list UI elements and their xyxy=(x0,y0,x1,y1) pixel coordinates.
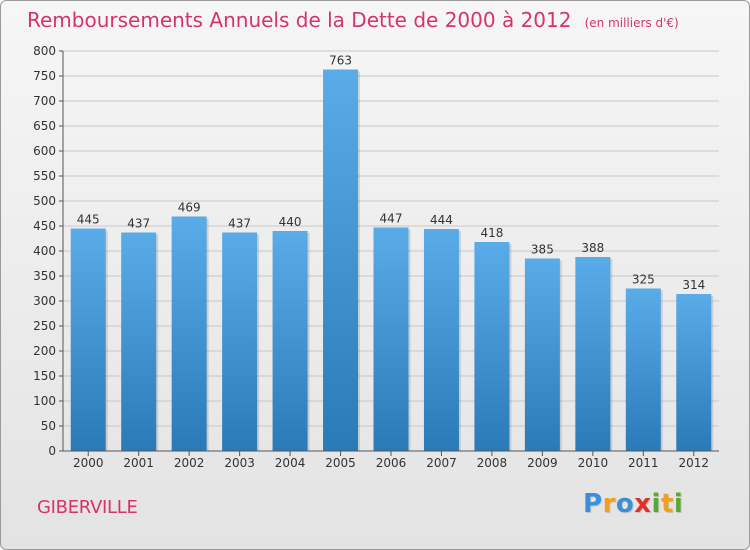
chart-subtitle: (en milliers d'€) xyxy=(584,16,679,30)
proxiti-logo[interactable]: Proxiti xyxy=(583,489,683,519)
bar xyxy=(524,258,560,451)
y-tick-label: 700 xyxy=(33,94,56,108)
y-tick-label: 750 xyxy=(33,69,56,83)
bar-value-label: 385 xyxy=(531,243,554,257)
logo-letter: i xyxy=(651,489,661,519)
bar-value-label: 325 xyxy=(632,273,655,287)
x-tick-label: 2002 xyxy=(174,456,205,470)
bar xyxy=(575,257,611,451)
x-tick-label: 2012 xyxy=(678,456,709,470)
y-tick-label: 550 xyxy=(33,169,56,183)
x-tick-label: 2003 xyxy=(224,456,255,470)
bar-value-label: 445 xyxy=(77,213,100,227)
logo-letter: x xyxy=(634,489,652,519)
x-tick-label: 2011 xyxy=(628,456,659,470)
bar-value-label: 444 xyxy=(430,213,453,227)
y-tick-label: 450 xyxy=(33,219,56,233)
y-tick-label: 100 xyxy=(33,394,56,408)
bar-value-label: 388 xyxy=(581,241,604,255)
x-tick-label: 2004 xyxy=(275,456,306,470)
bar xyxy=(222,232,258,451)
y-tick-label: 650 xyxy=(33,119,56,133)
logo-letter: i xyxy=(673,489,684,519)
bar-value-label: 437 xyxy=(228,217,251,231)
bar xyxy=(676,294,712,451)
bar xyxy=(272,231,308,451)
bars: 445 437 469 437 440 763 447 444 418 385 388 325 314 xyxy=(70,54,714,451)
title-row: Remboursements Annuels de la Dette de 20… xyxy=(27,8,679,32)
logo-letter: P xyxy=(583,489,603,519)
x-axis: 2000 2001 2002 2003 2004 2005 2006 2007 2008 2009… xyxy=(63,450,719,470)
y-tick-label: 0 xyxy=(48,444,56,458)
bar-value-label: 763 xyxy=(329,54,352,68)
y-tick-label: 50 xyxy=(41,419,56,433)
bar-value-label: 437 xyxy=(127,217,150,231)
x-tick-label: 2007 xyxy=(426,456,457,470)
y-tick-label: 200 xyxy=(33,344,56,358)
bar xyxy=(171,216,207,451)
bar xyxy=(474,242,510,451)
bar-value-label: 440 xyxy=(279,215,302,229)
place-name: GIBERVILLE xyxy=(37,497,138,518)
chart-title: Remboursements Annuels de la Dette de 20… xyxy=(27,8,572,32)
logo-letter: r xyxy=(602,489,616,519)
y-tick-label: 400 xyxy=(33,244,56,258)
x-tick-label: 2010 xyxy=(578,456,609,470)
x-tick-label: 2005 xyxy=(325,456,356,470)
logo-letter: t xyxy=(660,489,674,519)
y-axis: 0 50 100 150 200 250 300 350 400 450 500 550 600 650 7… xyxy=(33,44,64,458)
x-tick-label: 2001 xyxy=(123,456,154,470)
bar xyxy=(323,69,359,451)
y-tick-label: 500 xyxy=(33,194,56,208)
bar-value-label: 447 xyxy=(380,212,403,226)
bar xyxy=(423,229,459,451)
x-tick-label: 2008 xyxy=(477,456,508,470)
logo-letter: o xyxy=(615,489,635,519)
bar xyxy=(625,288,661,451)
y-tick-label: 250 xyxy=(33,319,56,333)
bar xyxy=(70,228,106,451)
y-tick-label: 800 xyxy=(33,44,56,58)
bar-value-label: 469 xyxy=(178,201,201,215)
bar xyxy=(373,227,409,451)
x-tick-label: 2009 xyxy=(527,456,558,470)
bar-value-label: 314 xyxy=(682,278,705,292)
y-tick-label: 350 xyxy=(33,269,56,283)
bar-value-label: 418 xyxy=(480,226,503,240)
bar xyxy=(121,232,157,451)
y-tick-label: 150 xyxy=(33,369,56,383)
x-tick-label: 2006 xyxy=(376,456,407,470)
x-tick-label: 2000 xyxy=(73,456,104,470)
y-tick-label: 600 xyxy=(33,144,56,158)
y-tick-label: 300 xyxy=(33,294,56,308)
